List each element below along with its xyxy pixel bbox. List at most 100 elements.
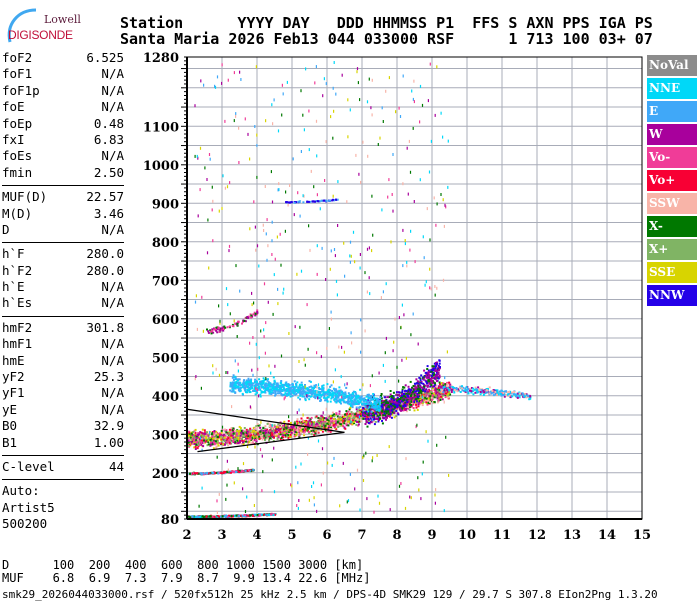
echo-point	[313, 430, 315, 432]
echo-point	[310, 386, 312, 388]
echo-point	[283, 421, 285, 423]
echo-point	[379, 403, 381, 405]
echo-point	[497, 392, 499, 394]
echo-point	[347, 400, 349, 402]
echo-point	[517, 397, 519, 399]
echo-point	[193, 440, 195, 442]
echo-point	[407, 406, 409, 408]
echo-point	[382, 422, 384, 424]
echo-point	[316, 425, 318, 427]
echo-point	[263, 435, 265, 437]
echo-point	[350, 405, 352, 407]
echo-point	[500, 393, 502, 395]
echo-point	[355, 392, 357, 394]
echo-point	[436, 375, 438, 377]
echo-point	[214, 443, 216, 445]
echo-point	[480, 393, 482, 395]
echo-point	[381, 404, 383, 406]
echo-point	[371, 406, 373, 408]
echo-point	[325, 391, 327, 393]
echo-point	[333, 418, 335, 420]
echo-point	[390, 398, 392, 400]
echo-point	[234, 392, 236, 394]
echo-point	[412, 391, 414, 393]
echo-point	[376, 409, 378, 411]
echo-point	[420, 374, 422, 376]
echo-point	[279, 385, 281, 387]
echo-point	[415, 398, 417, 400]
echo-point	[348, 411, 350, 413]
echo-point	[388, 413, 390, 415]
echo-point	[271, 433, 273, 435]
echo-point	[367, 394, 369, 396]
echo-point	[367, 401, 369, 403]
echo-point	[390, 403, 392, 405]
echo-point	[248, 388, 250, 390]
echo-point	[195, 429, 197, 431]
echo-point	[387, 402, 389, 404]
echo-point	[393, 392, 395, 394]
echo-point	[368, 422, 370, 424]
echo-point	[410, 398, 412, 400]
echo-point	[309, 420, 311, 422]
echo-point	[242, 435, 244, 437]
echo-point	[337, 421, 339, 423]
echo-point	[277, 390, 279, 392]
echo-point	[259, 394, 261, 396]
echo-point	[355, 403, 357, 405]
echo-point	[230, 385, 232, 387]
echo-point	[220, 438, 222, 440]
echo-point	[228, 432, 230, 434]
echo-point	[434, 401, 436, 403]
echo-point	[364, 414, 366, 416]
echo-point	[257, 384, 259, 386]
echo-point	[505, 394, 507, 396]
echo-point	[268, 439, 270, 441]
echo-point	[415, 378, 417, 380]
echo-point	[342, 395, 344, 397]
echo-point	[257, 426, 259, 428]
echo-point	[417, 409, 419, 411]
echo-point	[190, 439, 192, 441]
echo-point	[431, 375, 433, 377]
echo-point	[228, 440, 230, 442]
echo-point	[333, 399, 335, 401]
echo-point	[214, 472, 216, 474]
echo-point	[508, 391, 510, 393]
echo-point	[335, 402, 337, 404]
echo-point	[296, 389, 298, 391]
echo-point	[522, 392, 524, 394]
echo-point	[384, 396, 386, 398]
echo-point	[356, 407, 358, 409]
echo-point	[432, 389, 434, 391]
echo-point	[300, 392, 302, 394]
echo-point	[319, 419, 321, 421]
echo-point	[269, 437, 271, 439]
echo-point	[360, 413, 362, 415]
echo-point	[349, 413, 351, 415]
echo-point	[334, 426, 336, 428]
echo-point	[220, 436, 222, 438]
echo-point	[405, 384, 407, 386]
echo-point	[299, 395, 301, 397]
echo-point	[366, 418, 368, 420]
echo-point	[373, 395, 375, 397]
echo-point	[288, 386, 290, 388]
echo-point	[277, 438, 279, 440]
echo-point	[425, 381, 427, 383]
echo-point	[261, 392, 263, 394]
echo-point	[417, 396, 419, 398]
echo-point	[342, 414, 344, 416]
echo-point	[206, 472, 208, 474]
echo-point	[215, 440, 217, 442]
echo-point	[466, 390, 468, 392]
echo-point	[275, 390, 277, 392]
echo-point	[429, 401, 431, 403]
echo-point	[204, 473, 206, 475]
echo-point	[289, 390, 291, 392]
echo-point	[230, 472, 232, 474]
echo-point	[262, 380, 264, 382]
echo-point	[226, 431, 228, 433]
echo-point	[308, 398, 310, 400]
echo-point	[367, 410, 369, 412]
